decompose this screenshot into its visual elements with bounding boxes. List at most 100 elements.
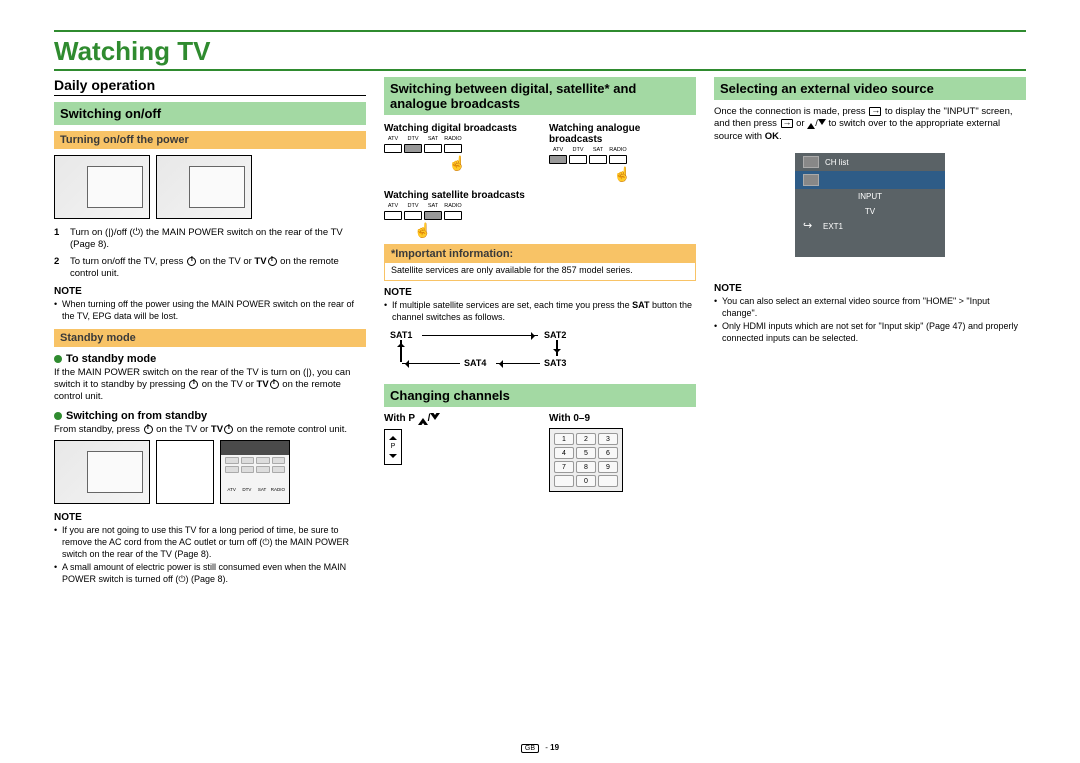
title-rule [54,69,1026,71]
osd-ext1: EXT1 [795,219,945,234]
satellite-heading: Watching satellite broadcasts [384,190,696,201]
step-2: 2 To turn on/off the TV, press on the TV… [54,256,366,281]
button-row [384,144,531,153]
col-1: Daily operation Switching on/off Turning… [54,77,366,592]
arrow-icon [400,340,402,362]
note-heading: NOTE [384,287,696,298]
tv-back-illustration [54,155,150,219]
digital-block: Watching digital broadcasts ATV DTV SAT … [384,121,531,184]
remote-illustration: ATVDTVSATRADIO [220,440,290,504]
button-row [384,211,464,220]
power-icon [189,380,198,389]
input-icon [869,107,881,116]
note-heading: NOTE [54,512,366,523]
numpad-illustration: 123 456 789 0 [549,428,623,492]
with-p-block: With P / P [384,413,531,492]
power-icon [187,257,196,266]
channel-methods: With P / P With 0–9 123 456 [384,413,696,492]
with-p-label: With P / [384,413,440,424]
sat4-label: SAT4 [464,358,486,368]
note-item: You can also select an external video so… [714,296,1026,319]
step-number: 2 [54,256,64,281]
col-2: Switching between digital, satellite* an… [384,77,696,592]
col-3: Selecting an external video source Once … [714,77,1026,592]
power-icon [224,425,233,434]
satellite-block: Watching satellite broadcasts ATV DTV SA… [384,190,696,240]
step-1: 1 Turn on (|)/off (⏻) the MAIN POWER swi… [54,227,366,252]
arrow-icon [496,363,540,365]
hand-icon [414,222,432,240]
important-body: Satellite services are only available fo… [385,263,695,280]
note-item: If multiple satellite services are set, … [384,300,696,323]
turning-power-bar: Turning on/off the power [54,131,366,149]
list-icon [803,156,819,168]
note-item: When turning off the power using the MAI… [54,299,366,322]
note-heading: NOTE [54,286,366,297]
to-standby-body: If the MAIN POWER switch on the rear of … [54,367,366,404]
step-text: Turn on (|)/off (⏻) the MAIN POWER switc… [70,227,366,252]
ext-icon [803,223,817,231]
arrow-icon [556,340,558,356]
from-standby-heading: Switching on from standby [54,410,366,422]
input-icon [781,119,793,128]
digital-heading: Watching digital broadcasts [384,123,531,134]
power-illustrations [54,155,366,219]
daily-operation-heading: Daily operation [54,77,366,96]
sat-cycle-diagram: SAT1 SAT2 SAT3 SAT4 [384,330,696,374]
hand-icon [614,166,632,184]
switching-onoff-bar: Switching on/off [54,102,366,125]
page-title: Watching TV [54,36,1026,67]
external-body: Once the connection is made, press to di… [714,106,1026,143]
up-icon [418,413,428,425]
power-icon [144,425,153,434]
page-root: Watching TV Daily operation Switching on… [0,0,1080,763]
tv-back-illustration-hand [156,155,252,219]
note-heading: NOTE [714,283,1026,294]
osd-screenshot: CH list INPUT TV EXT1 [795,153,945,263]
top-rule [54,30,1026,32]
analogue-heading: Watching analogue broadcasts [549,123,696,145]
osd-input [795,171,945,189]
changing-channels-bar: Changing channels [384,384,696,407]
sat2-label: SAT2 [544,330,566,340]
external-source-bar: Selecting an external video source [714,77,1026,100]
hand-icon [449,155,467,173]
important-box: *Important information: Satellite servic… [384,244,696,281]
button-labels: ATV DTV SAT RADIO [549,147,696,153]
step-text: To turn on/off the TV, press on the TV o… [70,256,366,281]
osd-input-label: INPUT [795,189,945,204]
osd-tv: TV [795,204,945,219]
spacer-illustration [156,440,214,504]
power-icon [268,257,277,266]
button-labels: ATV DTV SAT RADIO [384,136,531,142]
note-list: When turning off the power using the MAI… [54,299,366,322]
note-item: If you are not going to use this TV for … [54,525,366,560]
osd-ch-list: CH list [795,153,945,171]
button-labels: ATV DTV SAT RADIO [384,203,696,209]
important-title: *Important information: [385,245,695,263]
columns: Daily operation Switching on/off Turning… [54,77,1026,592]
down-icon [818,119,826,129]
arrow-icon [402,363,460,365]
with-09-label: With 0–9 [549,413,590,424]
switching-broadcasts-bar: Switching between digital, satellite* an… [384,77,696,115]
page-footer: GB - 19 [0,743,1080,753]
region-badge: GB [521,744,539,753]
step-number: 1 [54,227,64,252]
standby-mode-bar: Standby mode [54,329,366,347]
note-list: If multiple satellite services are set, … [384,300,696,323]
page-number: 19 [550,743,559,752]
power-steps: 1 Turn on (|)/off (⏻) the MAIN POWER swi… [54,227,366,280]
note-item: Only HDMI inputs which are not set for "… [714,321,1026,344]
note-list: You can also select an external video so… [714,296,1026,345]
input-icon [803,174,819,186]
to-standby-heading: To standby mode [54,353,366,365]
power-icon [270,380,279,389]
button-row [549,155,696,164]
p-rocker-illustration: P [384,429,402,465]
arrow-icon [422,335,538,337]
tv-back-illustration [54,440,150,504]
note-item: A small amount of electric power is stil… [54,562,366,585]
standby-illustrations: ATVDTVSATRADIO [54,440,366,504]
down-icon [430,413,440,425]
